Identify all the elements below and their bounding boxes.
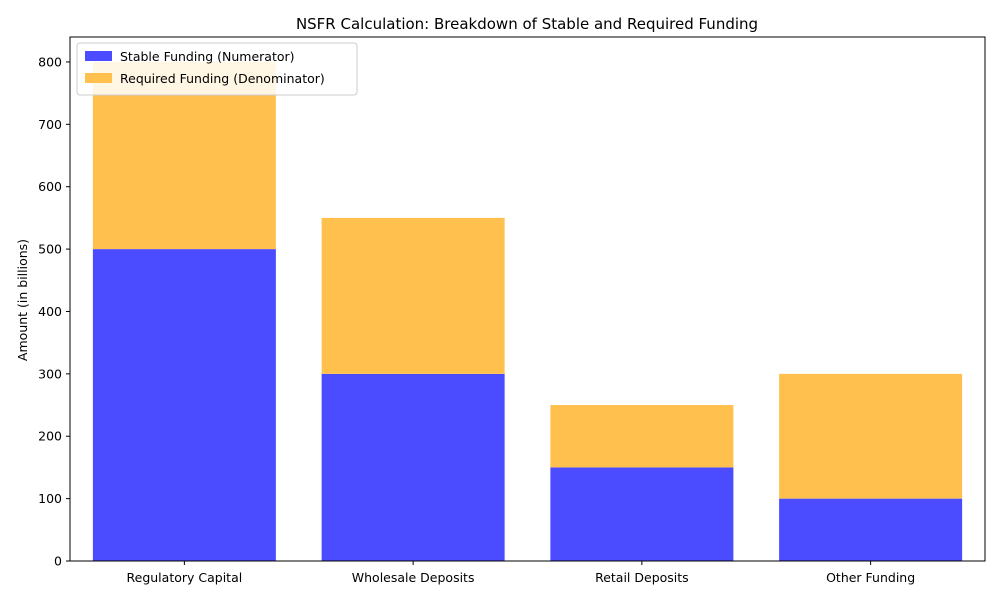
y-tick-label: 300	[38, 366, 62, 381]
bar-stable-1	[321, 373, 505, 561]
y-tick-label: 800	[38, 54, 62, 69]
bar-stable-3	[779, 498, 963, 561]
chart-title: NSFR Calculation: Breakdown of Stable an…	[296, 15, 758, 33]
plot-frame	[69, 36, 986, 562]
x-tick-label: Regulatory Capital	[127, 570, 243, 585]
bar-required-1	[321, 217, 505, 374]
bar-stable-2	[550, 467, 734, 561]
legend: Stable Funding (Numerator) Required Fundi…	[76, 42, 358, 96]
bar-stable-0	[92, 249, 276, 561]
legend-box	[76, 42, 358, 96]
bar-required-3	[779, 373, 963, 499]
x-tick-label: Wholesale Deposits	[352, 570, 475, 585]
legend-label: Stable Funding (Numerator)	[120, 49, 295, 64]
y-tick-label: 600	[38, 179, 62, 194]
x-ticks-group: Regulatory Capital Wholesale Deposits Reta…	[127, 561, 915, 585]
legend-swatch	[85, 51, 112, 61]
y-tick-label: 500	[38, 242, 62, 257]
legend-label: Required Funding (Denominator)	[120, 71, 325, 86]
y-tick-label: 0	[54, 554, 62, 569]
y-axis-label: Amount (in billions)	[15, 239, 30, 361]
x-tick-label: Retail Deposits	[595, 570, 689, 585]
legend-swatch	[85, 73, 112, 83]
bar-required-2	[550, 405, 734, 468]
y-tick-label: 200	[38, 429, 62, 444]
y-tick-label: 100	[38, 491, 62, 506]
y-tick-label: 700	[38, 117, 62, 132]
x-tick-label: Other Funding	[826, 570, 915, 585]
y-tick-label: 400	[38, 304, 62, 319]
y-ticks-group: 0 100 200 300 400 500 600 700 800	[38, 54, 70, 569]
bars-group	[92, 61, 963, 561]
